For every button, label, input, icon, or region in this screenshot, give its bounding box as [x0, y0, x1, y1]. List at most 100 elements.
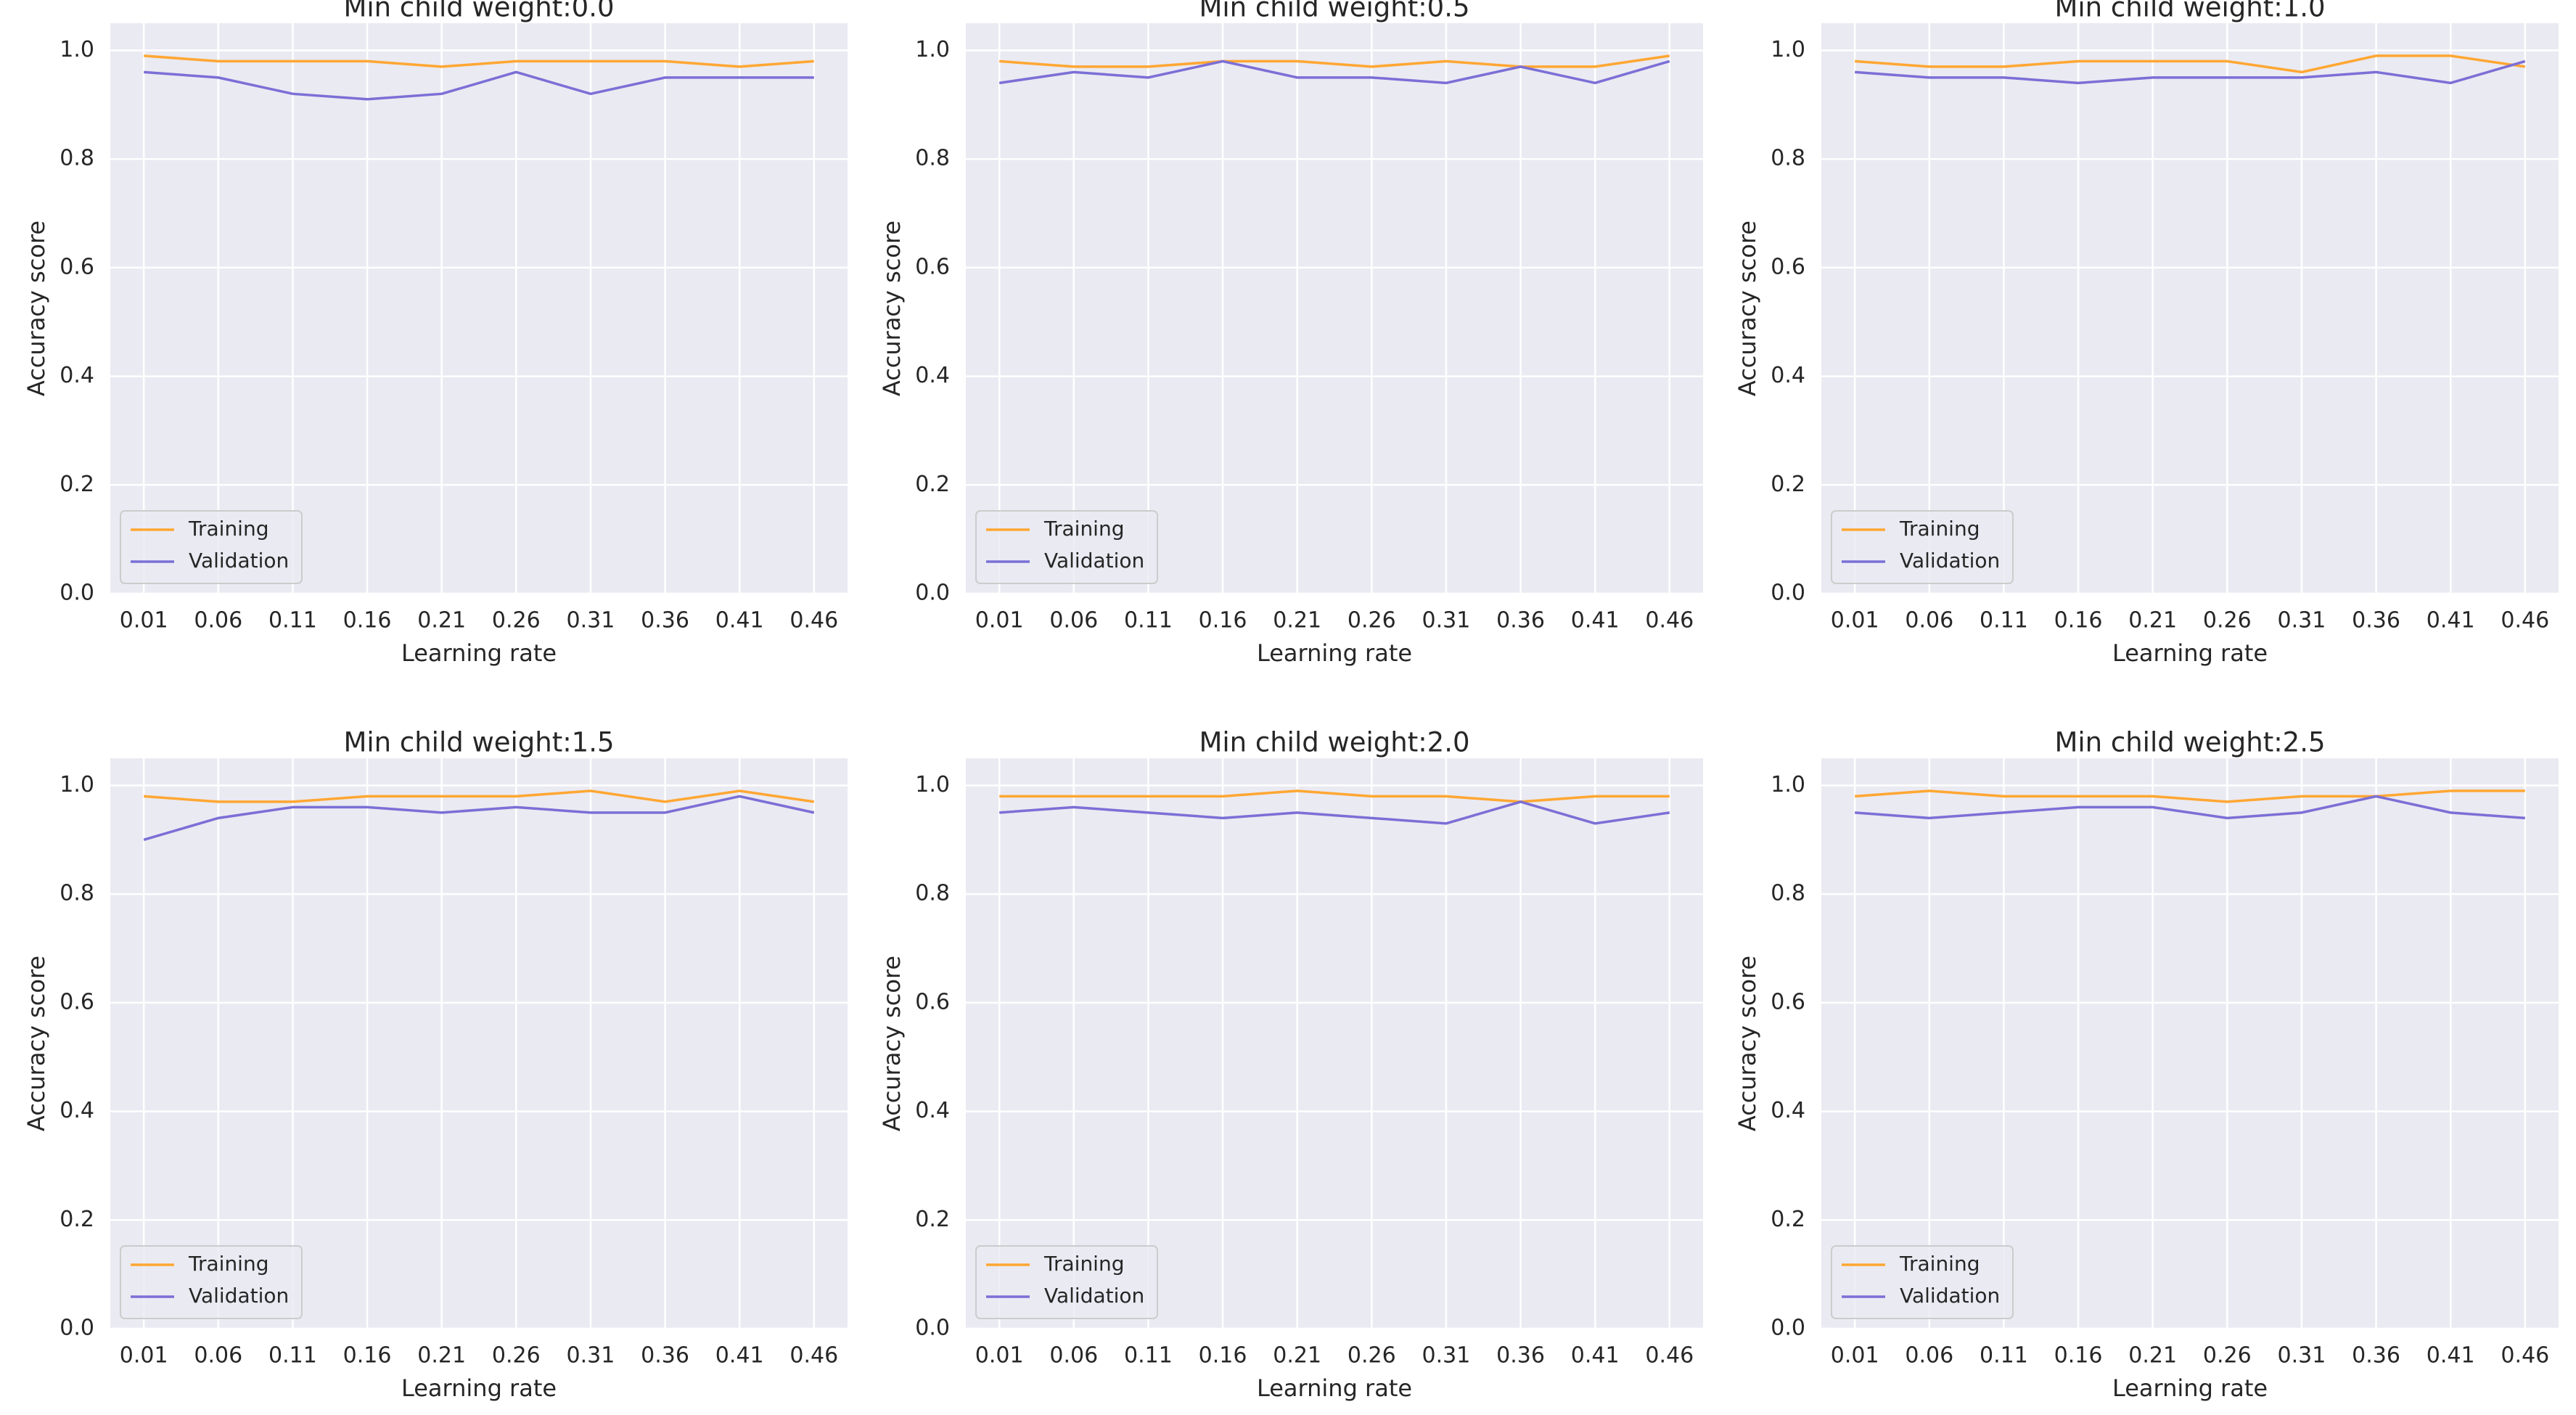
x-tick-label: 0.11: [268, 608, 317, 633]
x-tick-label: 0.06: [1049, 608, 1098, 633]
x-tick-label: 0.06: [1905, 1343, 1953, 1369]
y-tick-label: 0.8: [915, 881, 950, 906]
y-tick-label: 0.2: [1771, 472, 1805, 497]
x-tick-label: 0.01: [1831, 1343, 1879, 1369]
legend: Training Validation: [1831, 510, 2014, 584]
series-line: [144, 70, 814, 101]
legend: Training Validation: [975, 510, 1158, 584]
legend: Training Validation: [975, 1245, 1158, 1319]
x-tick-label: 0.36: [641, 1343, 689, 1369]
series-line: [143, 795, 815, 841]
y-tick-label: 0.6: [60, 989, 94, 1014]
y-tick-label: 0.0: [915, 1316, 950, 1341]
subplot: 0.0 0.2 0.4 0.6 0.8 1.0 0.01 0.06 0.11 0.16 0.21 0.…: [878, 0, 1703, 667]
legend-label: Training: [1043, 1252, 1124, 1276]
chart-title: Min child weight:0.0: [343, 0, 614, 23]
chart-title: Min child weight:1.5: [343, 727, 614, 758]
x-tick-label: 0.01: [1831, 608, 1879, 633]
legend: Training Validation: [1831, 1245, 2014, 1319]
y-tick-label: 0.4: [1771, 1098, 1805, 1123]
x-tick-label: 0.31: [1422, 1343, 1471, 1369]
series-line: [1855, 60, 2526, 85]
plot-area: [966, 23, 1703, 594]
x-tick-label: 0.11: [1980, 1343, 2028, 1369]
legend-label: Validation: [189, 1284, 289, 1308]
x-tick-label: 0.16: [2054, 1343, 2103, 1369]
x-tick-label: 0.01: [975, 1343, 1024, 1369]
legend: Training Validation: [120, 510, 303, 584]
x-tick-label: 0.41: [715, 1343, 764, 1369]
y-axis-label: Accuracy score: [878, 221, 906, 396]
series-line: [1855, 789, 2525, 803]
x-axis-label: Learning rate: [1257, 1374, 1412, 1402]
y-tick-label: 0.4: [60, 363, 94, 388]
x-tick-label: 0.21: [2128, 1343, 2177, 1369]
x-tick-label: 0.26: [2203, 608, 2252, 633]
x-tick-label: 0.21: [417, 608, 466, 633]
y-tick-label: 0.8: [1771, 881, 1805, 906]
y-tick-label: 0.6: [915, 989, 950, 1014]
x-tick-label: 0.26: [492, 1343, 541, 1369]
legend-label: Training: [188, 1252, 268, 1276]
plot-area: [110, 23, 848, 594]
legend-label: Validation: [1044, 549, 1144, 573]
x-tick-label: 0.36: [2352, 608, 2400, 633]
subplot: 0.0 0.2 0.4 0.6 0.8 1.0 0.01 0.06 0.11 0.16 0.21 0.…: [878, 727, 1703, 1402]
series-line: [144, 54, 814, 68]
y-tick-label: 0.6: [1771, 989, 1805, 1014]
y-axis-label: Accuracy score: [1734, 221, 1761, 396]
chart-title: Min child weight:2.0: [1199, 727, 1469, 758]
x-tick-label: 0.36: [1496, 1343, 1545, 1369]
x-tick-label: 0.46: [789, 608, 838, 633]
x-tick-label: 0.26: [2203, 1343, 2252, 1369]
x-tick-label: 0.31: [2278, 608, 2326, 633]
chart-title: Min child weight:1.0: [2054, 0, 2325, 23]
x-tick-label: 0.11: [268, 1343, 317, 1369]
y-axis-label: Accuracy score: [878, 956, 906, 1131]
y-tick-label: 0.6: [60, 254, 94, 279]
legend-label: Training: [188, 517, 268, 541]
chart-title: Min child weight:0.5: [1199, 0, 1469, 23]
x-tick-label: 0.36: [1496, 608, 1545, 633]
y-axis-label: Accuracy score: [1734, 956, 1761, 1131]
x-tick-label: 0.06: [194, 1343, 242, 1369]
x-tick-label: 0.46: [1645, 1343, 1694, 1369]
x-axis-label: Learning rate: [401, 639, 557, 667]
x-tick-label: 0.21: [1273, 1343, 1321, 1369]
legend-label: Validation: [1900, 549, 2000, 573]
series-line: [998, 60, 1670, 85]
x-tick-label: 0.31: [1422, 608, 1471, 633]
plot-area: [1821, 23, 2559, 594]
x-tick-label: 0.46: [2501, 1343, 2549, 1369]
legend: Training Validation: [120, 1245, 303, 1319]
legend-label: Training: [1043, 517, 1124, 541]
y-tick-label: 0.8: [1771, 146, 1805, 171]
y-tick-label: 0.0: [1771, 581, 1805, 606]
x-tick-label: 0.16: [1199, 608, 1247, 633]
x-tick-label: 0.21: [1273, 608, 1321, 633]
y-tick-label: 0.2: [1771, 1207, 1805, 1232]
chart-title: Min child weight:2.5: [2054, 727, 2325, 758]
x-tick-label: 0.41: [2427, 608, 2475, 633]
y-tick-label: 0.4: [60, 1098, 94, 1123]
series-line: [1855, 54, 2526, 74]
y-tick-label: 1.0: [1771, 772, 1805, 797]
x-axis-label: Learning rate: [1257, 639, 1412, 667]
legend-label: Training: [1899, 1252, 1980, 1276]
y-tick-label: 0.0: [1771, 1316, 1805, 1341]
x-tick-label: 0.01: [975, 608, 1024, 633]
x-tick-label: 0.21: [2128, 608, 2177, 633]
x-tick-label: 0.16: [343, 1343, 392, 1369]
y-tick-label: 0.2: [915, 472, 950, 497]
y-tick-label: 1.0: [60, 37, 94, 62]
subplot: 0.0 0.2 0.4 0.6 0.8 1.0 0.01 0.06 0.11 0.16 0.21 0.…: [1734, 727, 2559, 1402]
y-tick-label: 1.0: [915, 772, 950, 797]
x-tick-label: 0.06: [1905, 608, 1953, 633]
x-axis-label: Learning rate: [2112, 639, 2268, 667]
y-tick-label: 0.6: [915, 254, 950, 279]
y-tick-label: 0.0: [60, 1316, 94, 1341]
x-tick-label: 0.41: [715, 608, 764, 633]
y-tick-label: 0.2: [60, 472, 94, 497]
plot-area: [1821, 758, 2559, 1329]
